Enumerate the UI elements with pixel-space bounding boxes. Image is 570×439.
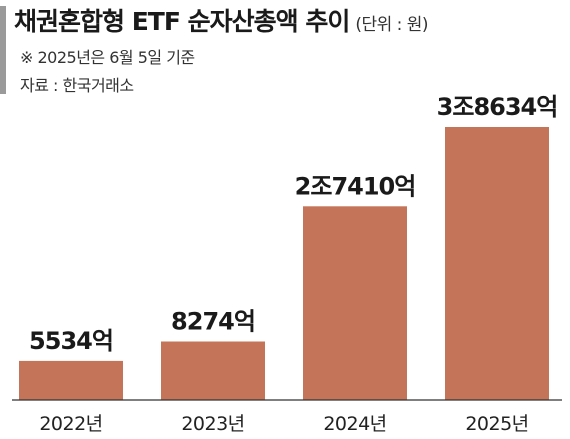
value-label: 2조7410억	[295, 172, 416, 200]
tick-labels-group: 2022년 2023년 2024년 2025년	[39, 413, 529, 435]
base-date-note: ※ 2025년은 6월 5일 기준	[20, 48, 195, 67]
bar-2024년	[303, 206, 407, 400]
x-tick-label: 2022년	[39, 413, 102, 435]
accent-bar	[0, 6, 6, 94]
value-label: 8274억	[171, 308, 255, 336]
value-label: 3조8634억	[437, 93, 558, 121]
x-tick-label: 2023년	[181, 413, 244, 435]
bar-2025년	[445, 127, 549, 400]
bar-2023년	[161, 341, 265, 400]
bars-group	[19, 127, 549, 400]
x-tick-label: 2024년	[323, 413, 386, 435]
x-tick-label: 2025년	[465, 413, 528, 435]
title-row: 채권혼합형 ETF 순자산총액 추이 (단위 : 원)	[14, 2, 429, 38]
source-note: 자료 : 한국거래소	[20, 76, 134, 95]
unit-label: (단위 : 원)	[355, 15, 429, 35]
chart-title: 채권혼합형 ETF 순자산총액 추이	[14, 7, 350, 36]
bar-2022년	[19, 360, 123, 400]
value-labels-group: 5534억 8274억 2조7410억 3조8634억	[29, 93, 558, 355]
value-label: 5534억	[29, 327, 113, 355]
